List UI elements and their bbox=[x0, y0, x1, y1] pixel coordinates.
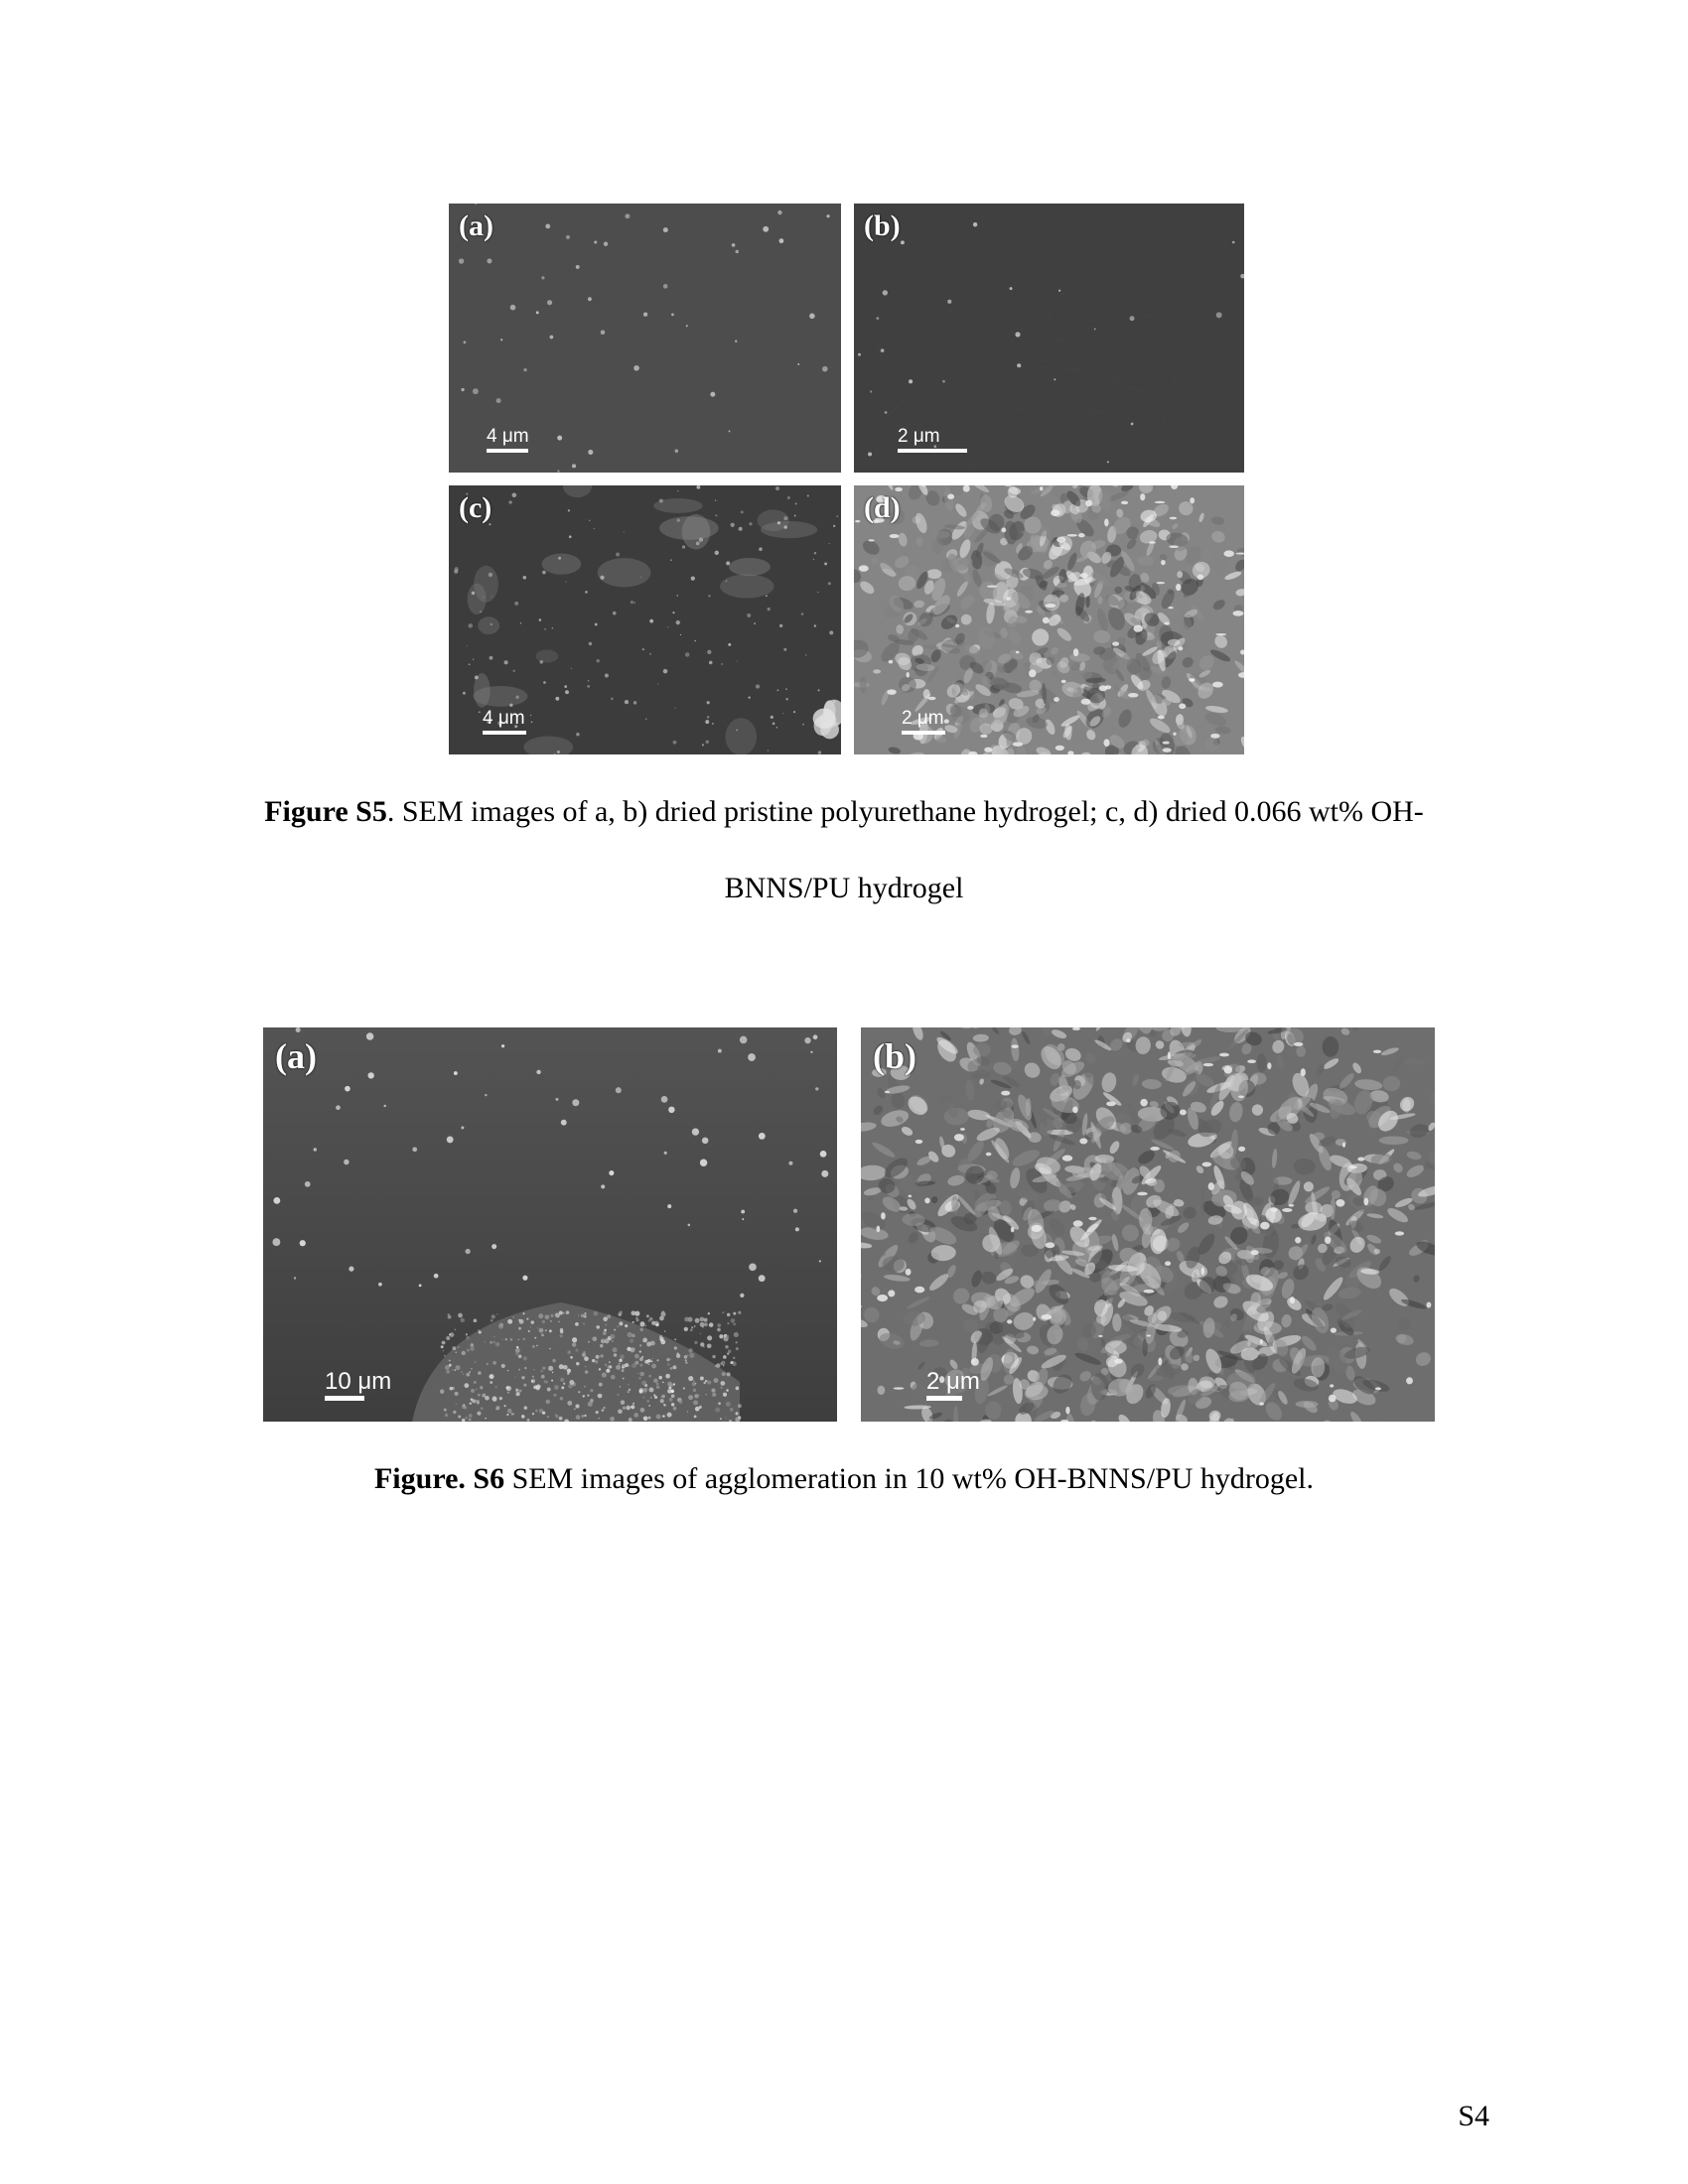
scale-bar-text: 2 μm bbox=[902, 708, 944, 729]
scale-bar-text: 2 μm bbox=[898, 426, 940, 447]
scale-bar: 4 μm bbox=[483, 709, 526, 735]
caption-text: . SEM images of a, b) dried pristine pol… bbox=[386, 795, 1424, 828]
scale-bar: 2 μm bbox=[898, 427, 967, 453]
scale-bar-text: 4 μm bbox=[483, 708, 525, 729]
panel-label: (a) bbox=[459, 209, 493, 242]
panel-label: (a) bbox=[275, 1036, 317, 1076]
panel-label: (b) bbox=[864, 209, 901, 242]
scale-bar: 2 μm bbox=[926, 1370, 980, 1401]
figure-label: Figure S5 bbox=[264, 795, 387, 828]
figure-s5-panel-c: (c) 4 μm bbox=[449, 485, 841, 754]
figure-s5-panel-a: (a) 4 μm bbox=[449, 204, 841, 473]
scale-bar-text: 10 μm bbox=[325, 1368, 392, 1395]
scale-bar-text: 2 μm bbox=[926, 1368, 980, 1395]
caption-text: BNNS/PU hydrogel bbox=[724, 872, 964, 904]
scale-bar: 10 μm bbox=[325, 1370, 391, 1401]
sem-texture bbox=[861, 1027, 1435, 1422]
figure-s6-panel-a: (a) 10 μm bbox=[263, 1027, 837, 1422]
sem-texture bbox=[458, 204, 830, 473]
sem-texture bbox=[263, 1027, 837, 1422]
figure-s5-panel-d: (d) 2 μm bbox=[854, 485, 1244, 754]
figure-s5-panel-b: (b) 2 μm bbox=[854, 204, 1244, 473]
caption-text: SEM images of agglomeration in 10 wt% OH… bbox=[504, 1462, 1315, 1495]
figure-s5-caption: Figure S5. SEM images of a, b) dried pri… bbox=[149, 792, 1539, 832]
page-number: S4 bbox=[1458, 2100, 1489, 2132]
caption-line-1: Figure S5. SEM images of a, b) dried pri… bbox=[149, 792, 1539, 832]
panel-label: (b) bbox=[873, 1036, 916, 1076]
figure-s5-caption-cont: BNNS/PU hydrogel bbox=[149, 869, 1539, 908]
panel-label: (d) bbox=[864, 491, 901, 524]
figure-s6-panel-b: (b) 2 μm bbox=[861, 1027, 1435, 1422]
scale-bar: 4 μm bbox=[487, 427, 529, 453]
scale-bar-text: 4 μm bbox=[487, 426, 529, 447]
scale-bar: 2 μm bbox=[902, 709, 945, 735]
sem-texture bbox=[454, 485, 841, 754]
sem-texture bbox=[854, 206, 1244, 472]
panel-label: (c) bbox=[459, 491, 492, 524]
sem-texture bbox=[854, 485, 1244, 754]
figure-label: Figure. S6 bbox=[373, 1462, 505, 1495]
figure-s6-caption: Figure. S6 SEM images of agglomeration i… bbox=[149, 1459, 1539, 1499]
